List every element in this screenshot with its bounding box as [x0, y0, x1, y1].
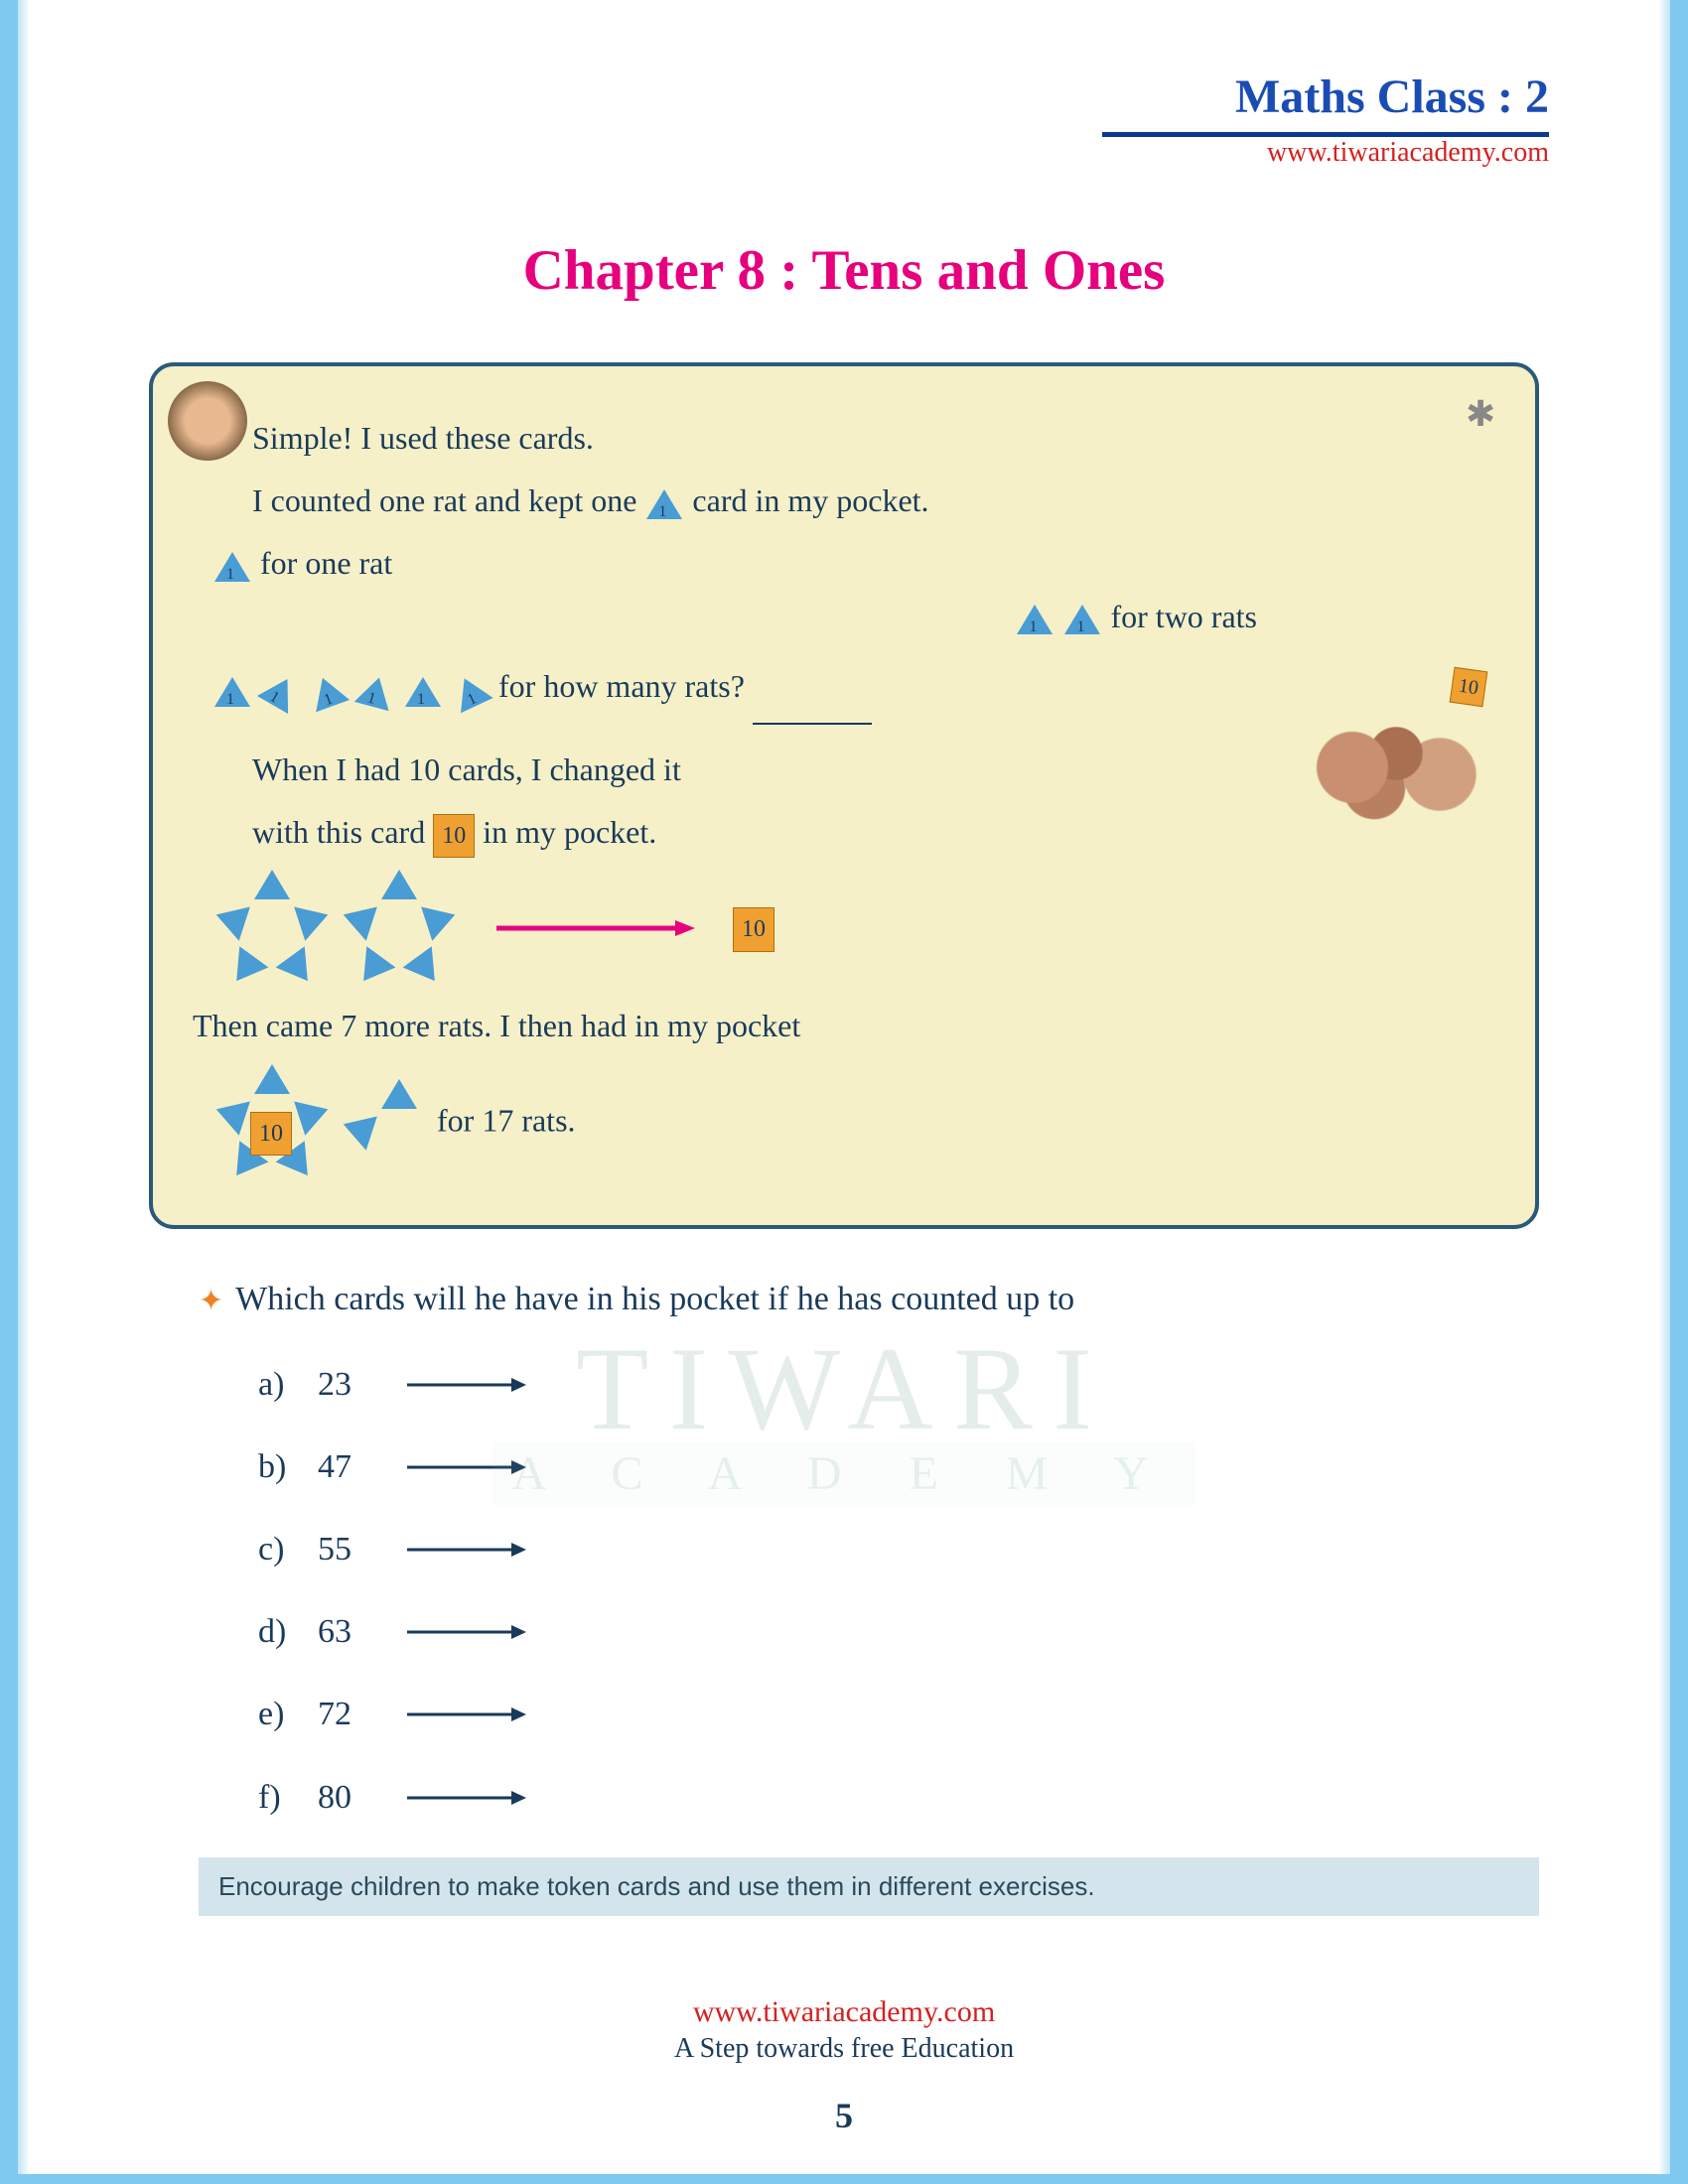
option-row: f) 80	[258, 1767, 1539, 1828]
option-number: 23	[318, 1354, 407, 1415]
option-row: d) 63	[258, 1601, 1539, 1662]
ten-card-icon: 10	[733, 907, 774, 951]
content-box: ✱ Simple! I used these cards. I counted …	[149, 362, 1539, 1229]
hint-box: Encourage children to make token cards a…	[199, 1857, 1539, 1916]
question-area: ✦ Which cards will he have in his pocket …	[199, 1269, 1539, 1828]
star-row: 10	[212, 870, 1495, 989]
triangle-card-icon	[354, 673, 397, 711]
triangle-card-icon	[306, 672, 350, 713]
header-title: Maths Class : 2	[0, 69, 1549, 124]
fly-icon: ✱	[1466, 386, 1505, 426]
triangle-card-icon	[214, 677, 250, 707]
ten-card-icon: 10	[433, 814, 475, 858]
box-line-9: 10 for 17 rats.	[212, 1064, 1495, 1183]
arrow-right-icon	[407, 1354, 526, 1415]
footer-tagline: A Step towards free Education	[0, 2033, 1688, 2065]
arrow-right-icon	[407, 1436, 526, 1497]
page-footer: www.tiwariacademy.com A Step towards fre…	[0, 1995, 1688, 2065]
box-line-8: Then came 7 more rats. I then had in my …	[193, 1001, 1495, 1051]
option-row: e) 72	[258, 1684, 1539, 1744]
option-label: b)	[258, 1436, 318, 1497]
option-label: e)	[258, 1684, 318, 1744]
chapter-title: Chapter 8 : Tens and Ones	[0, 238, 1688, 303]
triangle-card-icon	[646, 489, 682, 519]
page-number: 5	[0, 2095, 1688, 2136]
triangle-card-icon	[257, 670, 303, 714]
star-triangles-icon	[212, 870, 332, 989]
option-label: f)	[258, 1767, 318, 1828]
option-number: 72	[318, 1684, 407, 1744]
star-with-ten-card: 10	[212, 1064, 332, 1183]
text: in my pocket.	[483, 814, 656, 850]
answer-blank[interactable]	[753, 723, 872, 725]
arrow-right-icon	[407, 1519, 526, 1579]
box-line-4: for two rats	[252, 592, 1495, 642]
arrow-right-icon	[496, 904, 695, 955]
text: for how many rats?	[498, 668, 745, 704]
text: for 17 rats.	[437, 1102, 576, 1138]
text: for two rats	[1110, 599, 1257, 634]
option-label: a)	[258, 1354, 318, 1415]
triangle-card-icon	[214, 552, 250, 582]
text: I counted one rat and kept one	[252, 482, 636, 518]
footer-link: www.tiwariacademy.com	[0, 1995, 1688, 2029]
option-number: 55	[318, 1519, 407, 1579]
text: card in my pocket.	[692, 482, 928, 518]
option-label: c)	[258, 1519, 318, 1579]
triangle-card-icon	[1017, 605, 1053, 634]
box-line-3: for one rat	[212, 538, 1495, 589]
arrow-right-icon	[407, 1601, 526, 1662]
rats-illustration	[1287, 684, 1505, 823]
option-number: 80	[318, 1767, 407, 1828]
text: with this card	[252, 814, 425, 850]
arrow-right-icon	[407, 1684, 526, 1744]
option-row: a) 23	[258, 1354, 1539, 1415]
option-row: b) 47	[258, 1436, 1539, 1497]
ten-card-icon: 10	[250, 1112, 292, 1156]
text: for one rat	[260, 545, 392, 581]
partial-triangles-icon	[340, 1079, 429, 1168]
triangle-card-icon	[448, 671, 492, 713]
box-line-2: I counted one rat and kept one card in m…	[252, 476, 1495, 526]
page-header: Maths Class : 2 www.tiwariacademy.com	[0, 0, 1688, 179]
box-line-1: Simple! I used these cards.	[252, 413, 1495, 464]
option-row: c) 55	[258, 1519, 1539, 1579]
star-triangles-icon	[340, 870, 459, 989]
bullet-star-icon: ✦	[199, 1275, 223, 1328]
question-text: ✦ Which cards will he have in his pocket …	[199, 1269, 1539, 1329]
text: Which cards will he have in his pocket i…	[235, 1281, 1074, 1317]
arrow-right-icon	[407, 1767, 526, 1828]
option-label: d)	[258, 1601, 318, 1662]
triangle-card-icon	[1064, 605, 1100, 634]
option-number: 63	[318, 1601, 407, 1662]
header-link: www.tiwariacademy.com	[0, 137, 1549, 169]
character-face-icon	[168, 381, 247, 461]
triangle-group	[212, 664, 491, 715]
triangle-card-icon	[405, 677, 441, 707]
option-number: 47	[318, 1436, 407, 1497]
option-list: a) 23 b) 47 c) 55 d) 63 e) 72 f) 80	[258, 1354, 1539, 1828]
